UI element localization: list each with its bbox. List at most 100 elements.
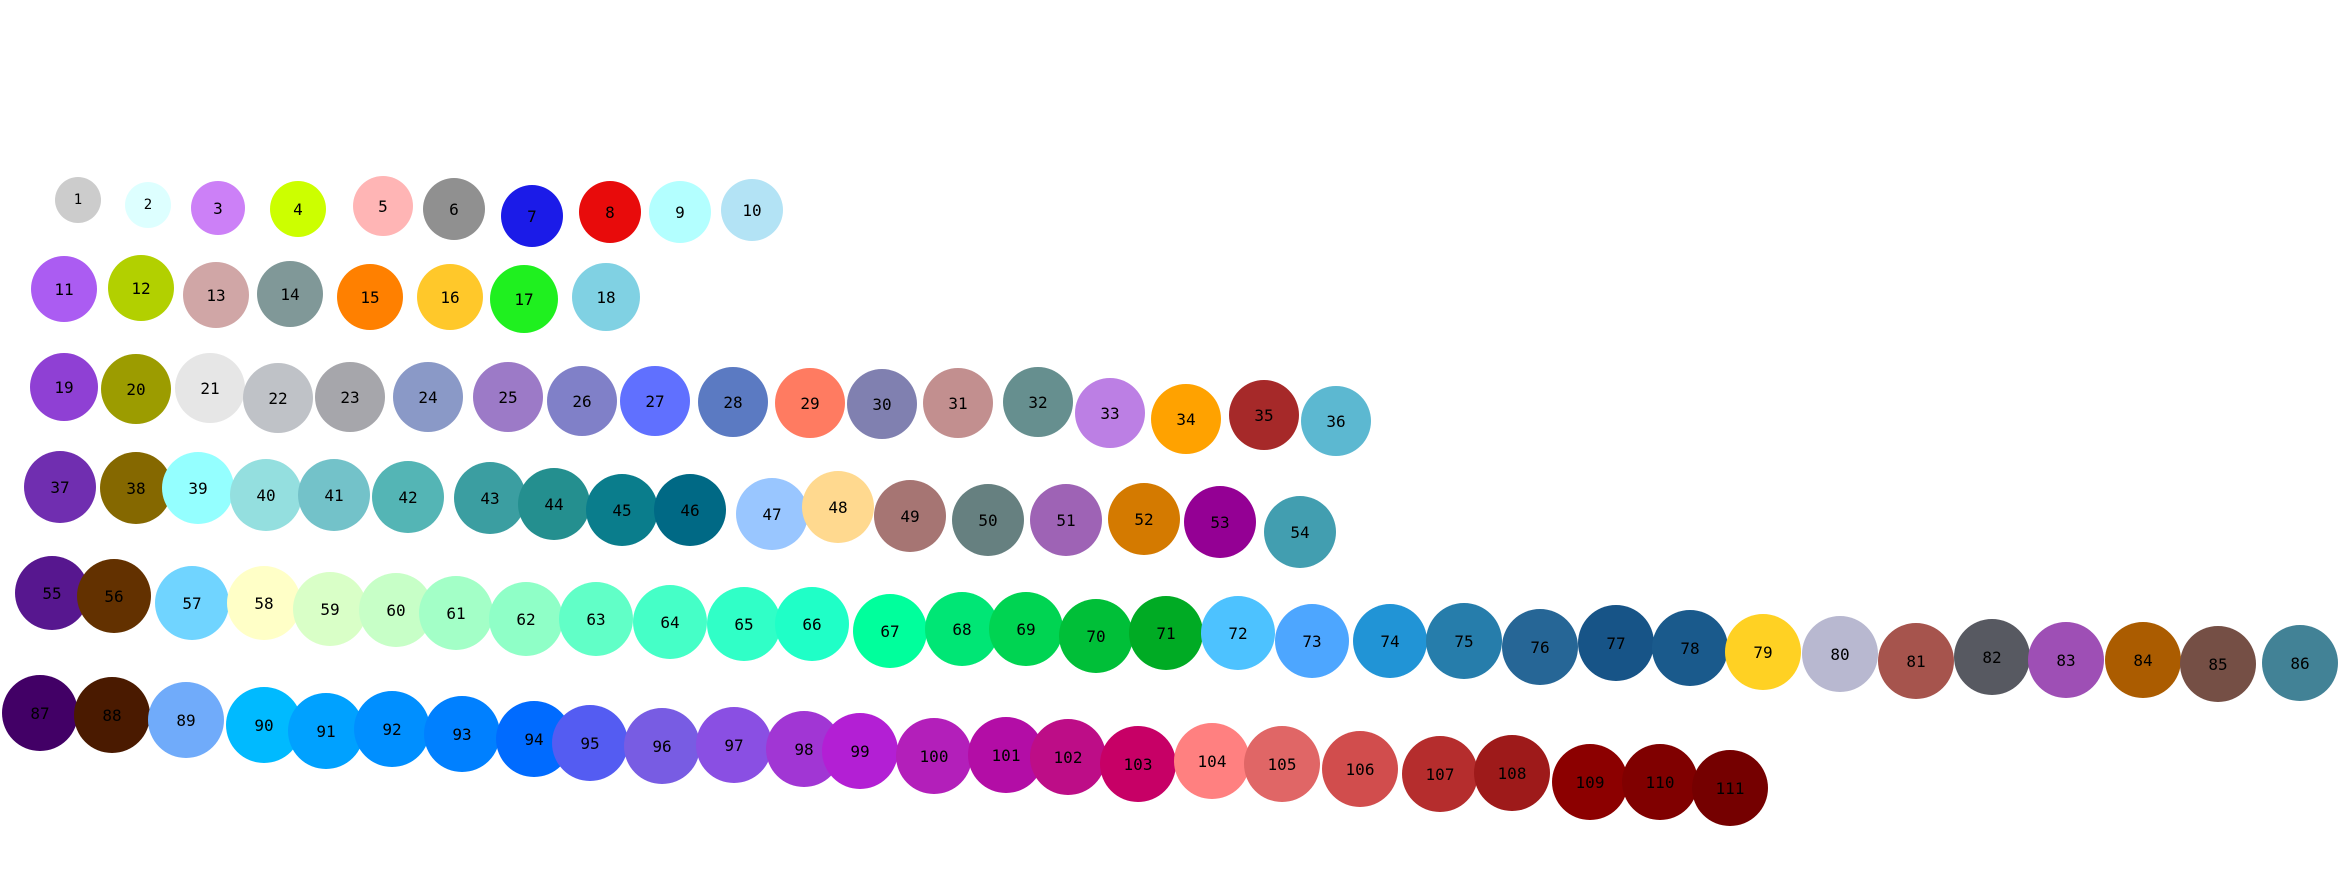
element-ball: 56 — [77, 559, 151, 633]
element-ball: 22 — [243, 363, 313, 433]
element-ball: 74 — [1353, 604, 1427, 678]
element-ball: 64 — [633, 585, 707, 659]
element-ball: 32 — [1003, 367, 1073, 437]
element-ball: 72 — [1201, 596, 1275, 670]
element-ball: 33 — [1075, 378, 1145, 448]
element-ball: 65 — [707, 587, 781, 661]
element-ball: 68 — [925, 592, 999, 666]
element-ball: 43 — [454, 462, 526, 534]
element-ball: 15 — [337, 264, 403, 330]
element-ball: 108 — [1474, 735, 1550, 811]
element-ball: 66 — [775, 587, 849, 661]
element-ball: 42 — [372, 461, 444, 533]
element-ball: 45 — [586, 474, 658, 546]
element-ball: 6 — [423, 178, 485, 240]
element-ball: 11 — [31, 256, 97, 322]
element-ball: 83 — [2028, 622, 2104, 698]
element-ball: 96 — [624, 708, 700, 784]
element-ball: 111 — [1692, 750, 1768, 826]
element-ball: 52 — [1108, 483, 1180, 555]
element-ball: 21 — [175, 353, 245, 423]
element-ball: 17 — [490, 265, 558, 333]
element-ball: 67 — [853, 594, 927, 668]
element-ball: 20 — [101, 354, 171, 424]
element-ball: 69 — [989, 592, 1063, 666]
element-ball: 73 — [1275, 604, 1349, 678]
element-ball: 59 — [293, 572, 367, 646]
element-ball: 25 — [473, 362, 543, 432]
element-ball: 18 — [572, 263, 640, 331]
element-ball: 40 — [230, 459, 302, 531]
element-ball: 79 — [1725, 614, 1801, 690]
element-ball: 91 — [288, 693, 364, 769]
element-ball: 97 — [696, 707, 772, 783]
element-ball: 19 — [30, 353, 98, 421]
element-ball: 13 — [183, 262, 249, 328]
element-ball: 76 — [1502, 609, 1578, 685]
element-ball: 27 — [620, 366, 690, 436]
element-ball: 89 — [148, 682, 224, 758]
element-ball: 95 — [552, 705, 628, 781]
element-ball: 105 — [1244, 726, 1320, 802]
element-ball: 71 — [1129, 596, 1203, 670]
element-ball: 50 — [952, 484, 1024, 556]
element-ball: 99 — [822, 713, 898, 789]
element-ball: 109 — [1552, 744, 1628, 820]
element-ball: 16 — [417, 264, 483, 330]
element-ball: 29 — [775, 368, 845, 438]
element-ball: 5 — [353, 176, 413, 236]
element-ball: 63 — [559, 582, 633, 656]
element-ball: 103 — [1100, 726, 1176, 802]
element-ball: 84 — [2105, 622, 2181, 698]
element-ball: 26 — [547, 366, 617, 436]
element-ball: 3 — [191, 181, 245, 235]
element-ball: 4 — [270, 181, 326, 237]
element-ball: 9 — [649, 181, 711, 243]
element-ball: 37 — [24, 451, 96, 523]
element-ball: 12 — [108, 255, 174, 321]
element-ball: 44 — [518, 468, 590, 540]
element-ball: 41 — [298, 459, 370, 531]
element-ball: 49 — [874, 480, 946, 552]
element-ball: 106 — [1322, 731, 1398, 807]
element-ball: 38 — [100, 452, 172, 524]
element-ball: 8 — [579, 181, 641, 243]
element-ball: 102 — [1030, 719, 1106, 795]
element-ball: 36 — [1301, 386, 1371, 456]
element-ball: 70 — [1059, 599, 1133, 673]
element-ball: 34 — [1151, 384, 1221, 454]
element-ball: 31 — [923, 368, 993, 438]
element-ball: 82 — [1954, 619, 2030, 695]
element-ball: 39 — [162, 452, 234, 524]
element-ball: 88 — [74, 677, 150, 753]
element-ball: 86 — [2262, 625, 2338, 701]
element-ball: 30 — [847, 369, 917, 439]
element-ball: 28 — [698, 367, 768, 437]
element-ball: 104 — [1174, 723, 1250, 799]
element-ball: 107 — [1402, 736, 1478, 812]
element-ball: 57 — [155, 566, 229, 640]
element-ball: 46 — [654, 474, 726, 546]
element-ball: 75 — [1426, 603, 1502, 679]
element-ball: 23 — [315, 362, 385, 432]
element-ball: 35 — [1229, 380, 1299, 450]
element-ball: 53 — [1184, 486, 1256, 558]
element-ball: 93 — [424, 696, 500, 772]
element-ball: 78 — [1652, 610, 1728, 686]
element-ball: 2 — [125, 182, 171, 228]
element-ball: 87 — [2, 675, 78, 751]
element-ball: 14 — [257, 261, 323, 327]
element-ball: 51 — [1030, 484, 1102, 556]
element-ball: 92 — [354, 691, 430, 767]
element-ball: 54 — [1264, 496, 1336, 568]
element-ball: 48 — [802, 471, 874, 543]
element-ball: 77 — [1578, 605, 1654, 681]
element-ball: 85 — [2180, 626, 2256, 702]
element-ball: 55 — [15, 556, 89, 630]
element-ball: 24 — [393, 362, 463, 432]
element-ball: 110 — [1622, 744, 1698, 820]
element-ball: 100 — [896, 718, 972, 794]
element-ball: 80 — [1802, 616, 1878, 692]
element-ball: 62 — [489, 582, 563, 656]
